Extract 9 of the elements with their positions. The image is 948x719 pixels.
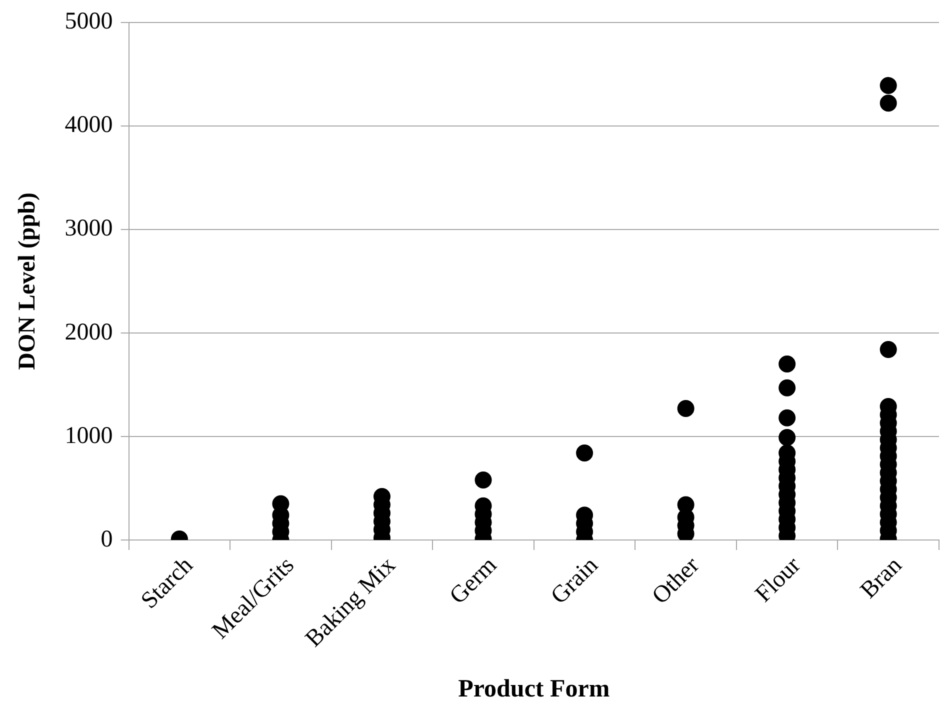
y-tick-label: 4000: [64, 112, 113, 138]
y-axis-title: DON Level (ppb): [14, 192, 41, 370]
y-tick-label: 2000: [64, 319, 113, 346]
y-tick-label: 5000: [64, 8, 113, 35]
x-axis-title: Product Form: [458, 675, 610, 702]
x-tick-label: Bran: [856, 552, 908, 604]
y-tick-label: 3000: [64, 216, 113, 242]
y-tick-label: 1000: [64, 422, 113, 449]
y-tick-label: 0: [100, 526, 113, 552]
